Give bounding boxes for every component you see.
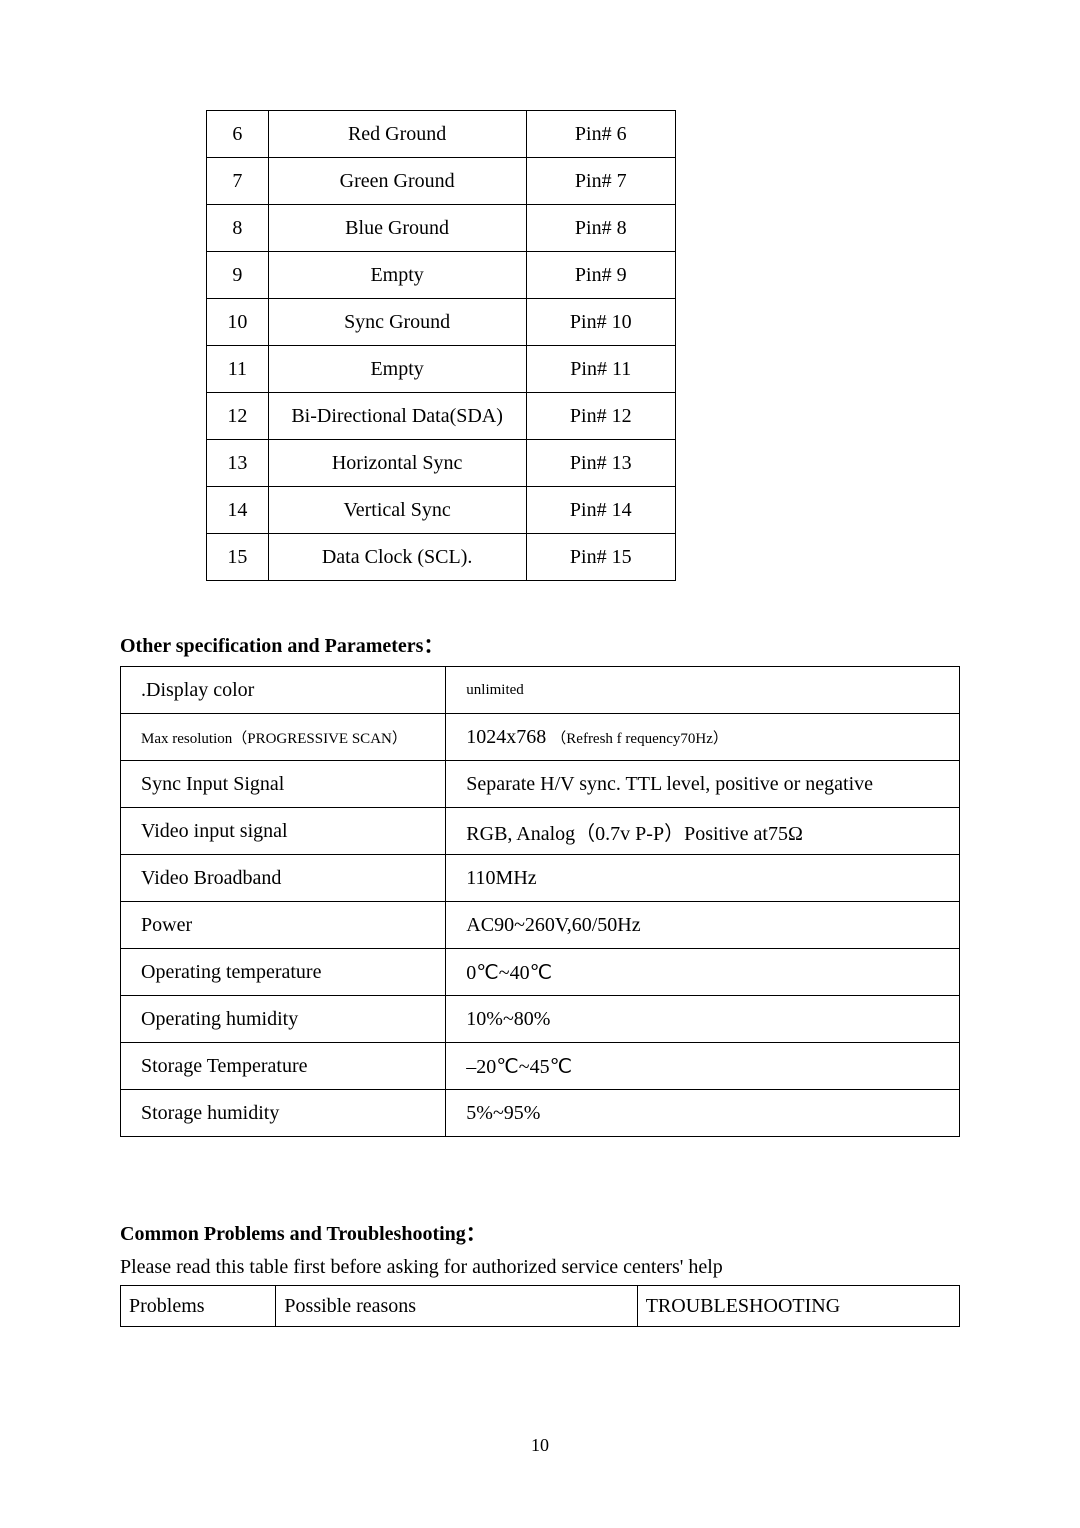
table-row: 9EmptyPin# 9: [207, 252, 676, 299]
table-row: 15Data Clock (SCL).Pin# 15: [207, 534, 676, 581]
pin-signal-cell: Red Ground: [268, 111, 526, 158]
spec-name-cell: Video input signal: [121, 808, 446, 855]
spec-name-cell: Operating temperature: [121, 949, 446, 996]
pin-number-cell: 8: [207, 205, 269, 252]
table-row: Max resolution（PROGRESSIVE SCAN）1024x768…: [121, 714, 960, 761]
ts-col-trouble: TROUBLESHOOTING: [637, 1286, 959, 1327]
troubleshooting-note: Please read this table first before aski…: [120, 1256, 960, 1279]
pin-number-cell: 9: [207, 252, 269, 299]
ts-col-problems: Problems: [121, 1286, 276, 1327]
pin-label-cell: Pin# 8: [526, 205, 676, 252]
pin-number-cell: 11: [207, 346, 269, 393]
pin-number-cell: 6: [207, 111, 269, 158]
pin-signal-cell: Data Clock (SCL).: [268, 534, 526, 581]
page-number: 10: [0, 1435, 1080, 1456]
spec-name-cell: Operating humidity: [121, 996, 446, 1043]
table-row: 11EmptyPin# 11: [207, 346, 676, 393]
pin-signal-cell: Sync Ground: [268, 299, 526, 346]
spec-value-cell: unlimited: [446, 667, 960, 714]
pin-label-cell: Pin# 7: [526, 158, 676, 205]
pin-label-cell: Pin# 14: [526, 487, 676, 534]
spec-name-cell: Storage humidity: [121, 1090, 446, 1137]
spec-value-cell: 10%~80%: [446, 996, 960, 1043]
spec-heading: Other specification and Parameters：: [120, 629, 960, 658]
pin-label-cell: Pin# 9: [526, 252, 676, 299]
table-row: Storage humidity5%~95%: [121, 1090, 960, 1137]
ts-col-reasons: Possible reasons: [276, 1286, 637, 1327]
pin-label-cell: Pin# 10: [526, 299, 676, 346]
specification-table: .Display colorunlimitedMax resolution（PR…: [120, 666, 960, 1137]
pin-signal-cell: Blue Ground: [268, 205, 526, 252]
pin-label-cell: Pin# 12: [526, 393, 676, 440]
pin-label-cell: Pin# 15: [526, 534, 676, 581]
table-row: .Display colorunlimited: [121, 667, 960, 714]
pin-signal-cell: Vertical Sync: [268, 487, 526, 534]
pin-label-cell: Pin# 13: [526, 440, 676, 487]
pin-number-cell: 12: [207, 393, 269, 440]
pin-assignment-table: 6Red GroundPin# 67Green GroundPin# 78Blu…: [206, 110, 676, 581]
spec-name-cell: Sync Input Signal: [121, 761, 446, 808]
spec-value-cell: 1024x768 （Refresh f requency70Hz）: [446, 714, 960, 761]
pin-signal-cell: Empty: [268, 346, 526, 393]
spec-value-cell: 0℃~40℃: [446, 949, 960, 996]
spec-name-cell: Video Broadband: [121, 855, 446, 902]
spec-name-cell: Max resolution（PROGRESSIVE SCAN）: [121, 714, 446, 761]
table-row: Operating temperature0℃~40℃: [121, 949, 960, 996]
spec-value-cell: Separate H/V sync. TTL level, positive o…: [446, 761, 960, 808]
pin-number-cell: 15: [207, 534, 269, 581]
table-row: Storage Temperature–20℃~45℃: [121, 1043, 960, 1090]
spec-value-cell: RGB, Analog（0.7v P-P）Positive at75Ω: [446, 808, 960, 855]
pin-signal-cell: Empty: [268, 252, 526, 299]
table-row: Video input signalRGB, Analog（0.7v P-P）P…: [121, 808, 960, 855]
spec-value-cell: 110MHz: [446, 855, 960, 902]
table-row: Sync Input SignalSeparate H/V sync. TTL …: [121, 761, 960, 808]
pin-signal-cell: Green Ground: [268, 158, 526, 205]
spec-name-cell: Storage Temperature: [121, 1043, 446, 1090]
pin-label-cell: Pin# 6: [526, 111, 676, 158]
spec-value-cell: –20℃~45℃: [446, 1043, 960, 1090]
table-row: Video Broadband110MHz: [121, 855, 960, 902]
table-row: 8Blue GroundPin# 8: [207, 205, 676, 252]
table-row: Operating humidity10%~80%: [121, 996, 960, 1043]
spec-value-cell: AC90~260V,60/50Hz: [446, 902, 960, 949]
pin-label-cell: Pin# 11: [526, 346, 676, 393]
table-row: 10Sync GroundPin# 10: [207, 299, 676, 346]
spec-name-cell: .Display color: [121, 667, 446, 714]
pin-signal-cell: Bi-Directional Data(SDA): [268, 393, 526, 440]
spec-value-cell: 5%~95%: [446, 1090, 960, 1137]
pin-number-cell: 7: [207, 158, 269, 205]
spec-name-cell: Power: [121, 902, 446, 949]
table-row: 7Green GroundPin# 7: [207, 158, 676, 205]
pin-number-cell: 10: [207, 299, 269, 346]
table-row: 12Bi-Directional Data(SDA)Pin# 12: [207, 393, 676, 440]
troubleshooting-heading: Common Problems and Troubleshooting：: [120, 1217, 960, 1246]
table-row: 14Vertical SyncPin# 14: [207, 487, 676, 534]
pin-number-cell: 14: [207, 487, 269, 534]
table-row: 13Horizontal SyncPin# 13: [207, 440, 676, 487]
table-row: 6Red GroundPin# 6: [207, 111, 676, 158]
table-row: PowerAC90~260V,60/50Hz: [121, 902, 960, 949]
pin-number-cell: 13: [207, 440, 269, 487]
table-row: Problems Possible reasons TROUBLESHOOTIN…: [121, 1286, 960, 1327]
troubleshooting-table: Problems Possible reasons TROUBLESHOOTIN…: [120, 1285, 960, 1327]
pin-signal-cell: Horizontal Sync: [268, 440, 526, 487]
